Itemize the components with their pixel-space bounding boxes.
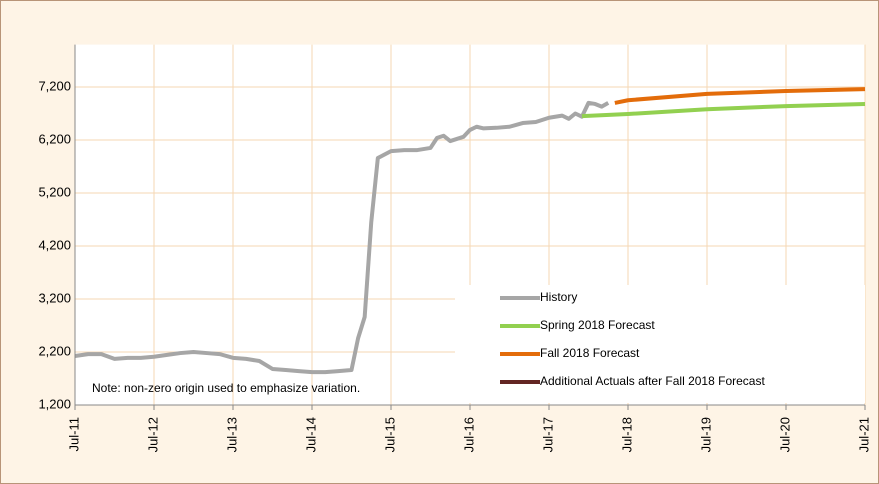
series-line [74, 100, 610, 375]
x-tick-label: Jul-18 [619, 417, 634, 452]
lines [74, 87, 866, 375]
axes: 1,200 2,200 3,200 4,200 5,200 6,200 7,200 Jul-1… [38, 44, 871, 452]
legend-label: History [540, 290, 577, 304]
x-tick-label: Jul-16 [461, 417, 476, 452]
x-tick-label: Jul-12 [145, 417, 160, 452]
x-tick-label: Jul-19 [698, 417, 713, 452]
x-tick-label: Jul-13 [224, 417, 239, 452]
y-tick-label: 7,200 [38, 78, 71, 93]
legend-label: Spring 2018 Forecast [540, 318, 655, 332]
note: Note: non-zero origin used to emphasize … [92, 381, 360, 395]
series-line [614, 87, 866, 105]
x-tick-label: Jul-11 [66, 417, 81, 451]
legend-label: Additional Actuals after Fall 2018 Forec… [540, 374, 765, 388]
x-tick-label: Jul-17 [540, 417, 555, 452]
y-tick-label: 3,200 [38, 290, 71, 305]
x-tick-label: Jul-14 [303, 417, 318, 452]
x-tick-label: Jul-20 [777, 417, 792, 452]
y-tick-label: 1,200 [38, 396, 71, 411]
series-line [581, 101, 866, 119]
y-tick-label: 6,200 [38, 131, 71, 146]
y-tick-label: 5,200 [38, 184, 71, 199]
x-tick-label: Jul-15 [382, 417, 397, 452]
y-tick-label: 2,200 [38, 343, 71, 358]
legend-label: Fall 2018 Forecast [540, 346, 640, 360]
y-tick-label: 4,200 [38, 237, 71, 252]
x-tick-label: Jul-21 [856, 417, 871, 452]
legend: History Spring 2018 Forecast Fall 2018 For… [500, 290, 765, 388]
